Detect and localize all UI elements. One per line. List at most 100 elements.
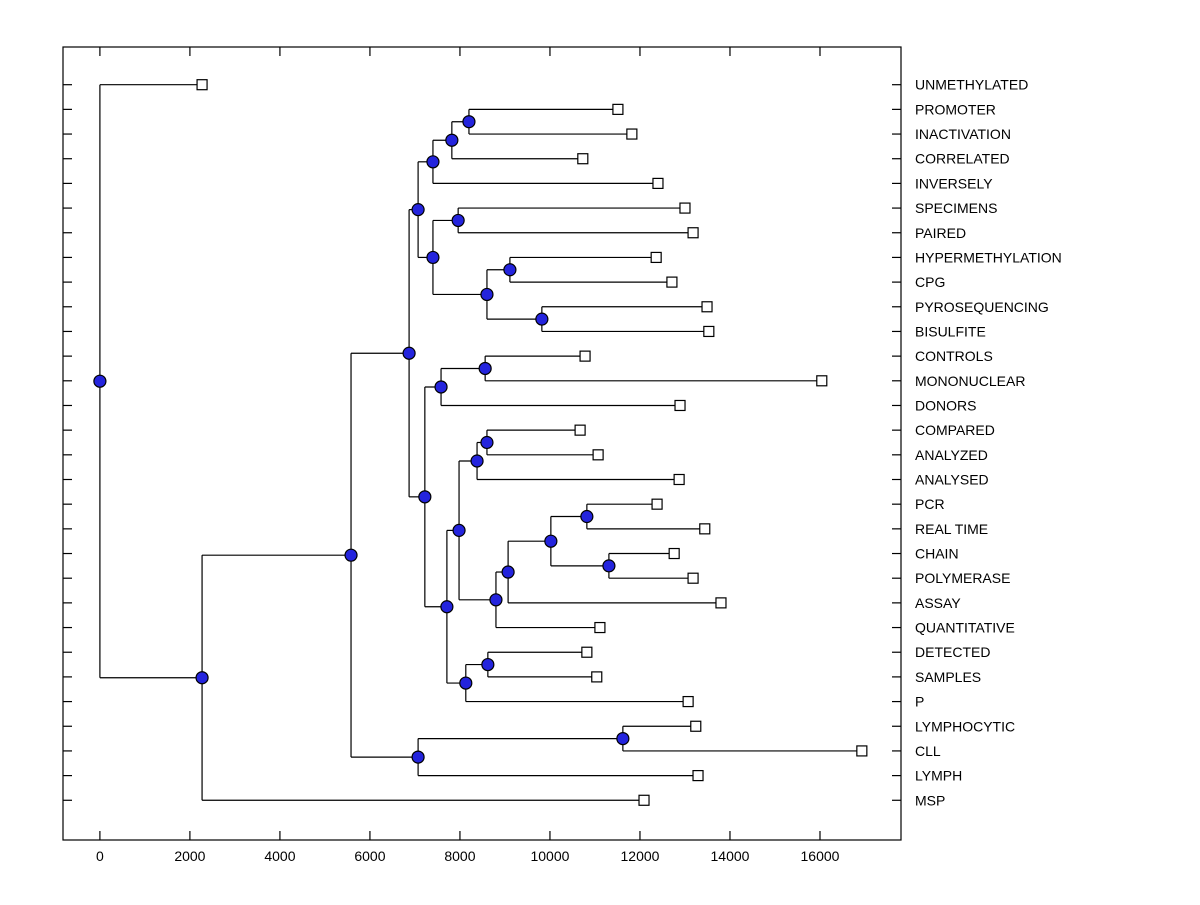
leaf-marker-bisulfite[interactable] [703,325,715,338]
branch-node-marker[interactable] [93,374,107,388]
leaf-label-real-time: REAL TIME [915,521,988,537]
leaf-label-polymerase: POLYMERASE [915,570,1010,586]
leaf-marker-promoter[interactable] [612,103,624,115]
branch-node-marker[interactable] [411,750,425,764]
leaf-marker-correlated[interactable] [577,153,589,165]
branch-node-marker[interactable] [480,287,494,302]
leaf-label-compared: COMPARED [915,422,995,438]
leaf-marker-specimens[interactable] [679,202,691,214]
leaf-label-msp: MSP [915,792,945,808]
x-tick-label: 10000 [530,848,569,864]
branch-node-marker[interactable] [470,454,484,468]
branch-node-marker[interactable] [434,380,448,394]
leaf-label-cpg: CPG [915,274,945,290]
x-tick-label: 14000 [711,848,750,864]
branch-node-marker[interactable] [402,346,416,360]
x-tick-label: 0 [96,848,104,864]
branch-node-marker[interactable] [459,676,473,690]
branch-node-marker[interactable] [452,523,466,537]
branch-node-marker[interactable] [580,509,594,524]
leaf-marker-inversely[interactable] [652,177,664,189]
branch-node-marker[interactable] [445,133,459,147]
leaf-label-correlated: CORRELATED [915,151,1010,167]
leaf-label-detected: DETECTED [915,644,990,660]
leaf-label-samples: SAMPLES [915,669,981,685]
branch-node-marker[interactable] [481,657,495,672]
leaf-marker-samples[interactable] [591,671,603,683]
x-tick-label: 12000 [621,848,660,864]
leaf-marker-unmethylated[interactable] [196,79,208,91]
plot-box [62,46,902,841]
leaf-label-specimens: SPECIMENS [915,200,997,216]
branch-node-marker[interactable] [616,731,630,746]
leaf-label-pyrosequencing: PYROSEQUENCING [915,299,1049,315]
leaf-label-controls: CONTROLS [915,348,993,364]
branch-node-marker[interactable] [462,115,476,129]
leaf-label-bisulfite: BISULFITE [915,323,986,339]
leaf-marker-compared[interactable] [574,424,586,436]
leaf-marker-analysed[interactable] [673,473,685,486]
x-tick-label: 6000 [354,848,385,864]
leaf-label-promoter: PROMOTER [915,101,996,117]
leaf-label-donors: DONORS [915,397,976,413]
branch-node-marker[interactable] [440,600,454,614]
leaf-marker-inactivation[interactable] [626,128,638,140]
leaf-label-analysed: ANALYSED [915,472,989,488]
leaf-marker-quantitative[interactable] [594,621,606,634]
leaf-marker-hypermethylation[interactable] [650,251,662,264]
branch-node-marker[interactable] [602,559,616,573]
leaf-label-pcr: PCR [915,496,945,512]
leaf-label-lymph: LYMPH [915,768,962,784]
leaf-marker-detected[interactable] [581,646,593,658]
leaf-marker-lymph[interactable] [692,769,704,782]
leaf-label-lymphocytic: LYMPHOCYTIC [915,718,1015,734]
leaf-marker-pcr[interactable] [651,498,663,510]
leaf-label-p: P [915,694,924,710]
leaf-label-paired: PAIRED [915,225,966,241]
leaf-label-quantitative: QUANTITATIVE [915,620,1015,636]
branch-node-marker[interactable] [480,435,494,450]
branch-node-marker[interactable] [489,593,503,607]
leaf-marker-msp[interactable] [638,794,650,806]
leaf-marker-assay[interactable] [715,597,727,609]
x-tick-label: 2000 [174,848,205,864]
leaf-label-inversely: INVERSELY [915,175,993,191]
leaf-label-hypermethylation: HYPERMETHYLATION [915,249,1062,265]
branch-node-marker[interactable] [501,565,515,579]
leaf-label-mononuclear: MONONUCLEAR [915,373,1025,389]
leaf-marker-chain[interactable] [668,547,680,560]
leaf-marker-donors[interactable] [674,399,686,412]
x-tick-label: 8000 [444,848,475,864]
branch-node-marker[interactable] [344,548,358,562]
leaf-label-cll: CLL [915,743,941,759]
branch-node-marker[interactable] [503,263,517,277]
leaf-marker-lymphocytic[interactable] [690,720,702,732]
leaf-marker-controls[interactable] [579,350,591,362]
branch-node-marker[interactable] [418,490,432,504]
branch-node-marker[interactable] [426,250,440,265]
leaf-marker-mononuclear[interactable] [816,375,828,387]
leaf-label-inactivation: INACTIVATION [915,126,1011,142]
leaf-marker-cpg[interactable] [666,276,678,288]
x-tick-label: 16000 [801,848,840,864]
branch-node-marker[interactable] [544,534,558,548]
leaf-label-chain: CHAIN [915,546,959,562]
branch-node-marker[interactable] [426,155,440,169]
leaf-marker-polymerase[interactable] [687,572,699,584]
leaf-marker-real-time[interactable] [699,523,711,535]
leaf-marker-analyzed[interactable] [592,449,604,461]
x-tick-label: 4000 [264,848,295,864]
leaf-label-analyzed: ANALYZED [915,447,988,463]
leaf-marker-cll[interactable] [856,745,868,757]
leaf-marker-p[interactable] [682,695,694,708]
leaf-marker-paired[interactable] [687,227,699,239]
branch-node-marker[interactable] [478,361,492,376]
branch-node-marker[interactable] [195,671,209,685]
branch-node-marker[interactable] [535,312,549,326]
branch-node-marker[interactable] [411,203,425,217]
branch-node-marker[interactable] [451,213,465,228]
leaf-label-unmethylated: UNMETHYLATED [915,77,1028,93]
leaf-marker-pyrosequencing[interactable] [701,301,713,313]
